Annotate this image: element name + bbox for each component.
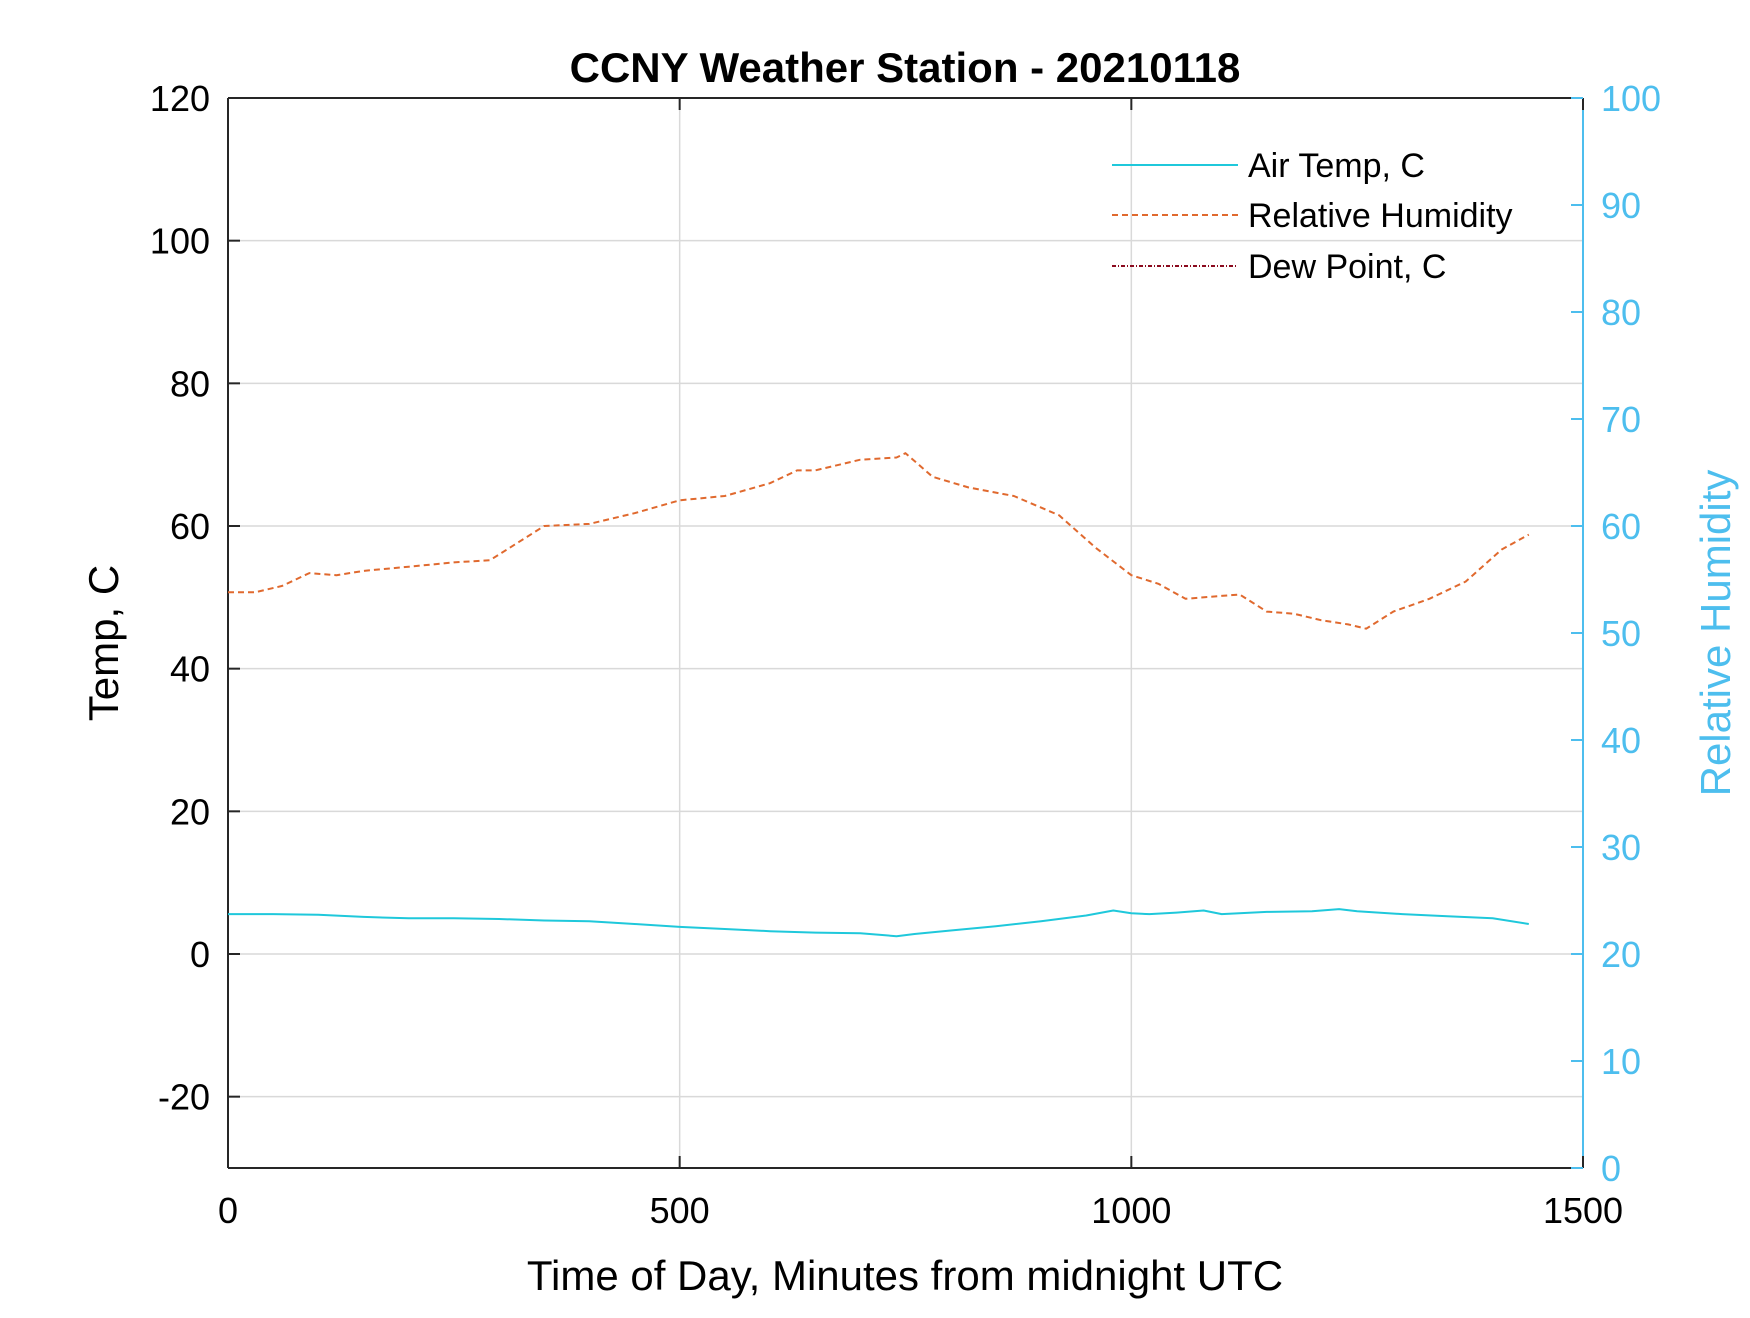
y-left-tick-label: 120 (150, 78, 210, 119)
axes (227, 97, 1584, 1169)
legend-label: Air Temp, C (1248, 147, 1425, 185)
series (228, 452, 1530, 938)
y-left-tick-label: 60 (170, 506, 210, 547)
y-left-tick-label: 20 (170, 791, 210, 832)
series-line (228, 908, 1529, 938)
y-right-tick-label: 100 (1601, 78, 1661, 119)
x-tick-label: 500 (650, 1190, 710, 1231)
x-axis-label: Time of Day, Minutes from midnight UTC (527, 1252, 1283, 1299)
x-tick-label: 1500 (1543, 1190, 1623, 1231)
y-left-tick-label: 80 (170, 363, 210, 404)
chart-title: CCNY Weather Station - 20210118 (570, 44, 1241, 91)
y-right-tick-label: 90 (1601, 185, 1641, 226)
y-left-tick-label: 100 (150, 221, 210, 262)
legend-label: Dew Point, C (1248, 248, 1446, 286)
grid (227, 97, 1584, 1168)
legend: Air Temp, C Relative Humidity Dew Point, C (1112, 147, 1513, 286)
x-tick-label: 0 (218, 1190, 238, 1231)
series-line (228, 452, 1530, 630)
x-tick-label: 1000 (1091, 1190, 1171, 1231)
legend-label: Relative Humidity (1248, 197, 1513, 235)
y-left-tick-label: -20 (158, 1077, 210, 1118)
y-right-tick-label: 30 (1601, 827, 1641, 868)
y-right-tick-label: 80 (1601, 292, 1641, 333)
y-left-tick-label: 40 (170, 649, 210, 690)
y-right-tick-label: 40 (1601, 720, 1641, 761)
y-right-tick-label: 60 (1601, 506, 1641, 547)
ticks: 0 500 1000 1500 -20 0 20 40 60 80 100 120 0 10 20 30 40 5… (150, 78, 1661, 1231)
y-right-tick-label: 10 (1601, 1041, 1641, 1082)
y-right-tick-label: 50 (1601, 613, 1641, 654)
y-left-tick-label: 0 (190, 934, 210, 975)
y-axis-label-right: Relative Humidity (1692, 470, 1739, 797)
y-right-tick-label: 20 (1601, 934, 1641, 975)
y-axis-label-left: Temp, C (80, 565, 127, 721)
y-right-tick-label: 70 (1601, 399, 1641, 440)
y-right-tick-label: 0 (1601, 1148, 1621, 1189)
